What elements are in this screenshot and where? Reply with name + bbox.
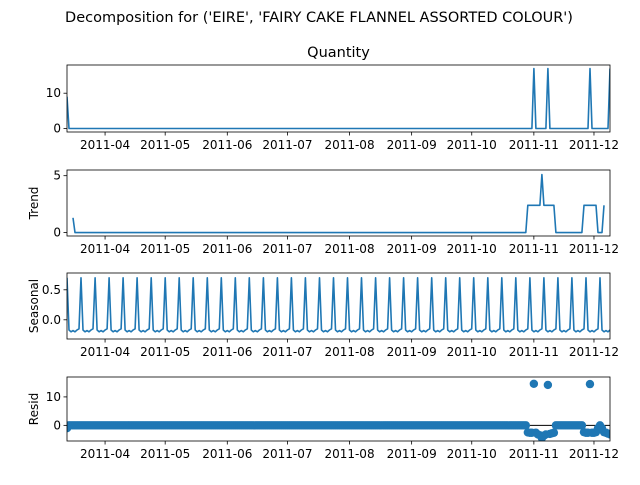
trend-xtick-label: 2011-11 (509, 242, 559, 256)
resid-xtick-label: 2011-07 (262, 447, 312, 461)
seasonal-ytick-label: 0.5 (42, 283, 61, 297)
trend-xtick-label: 2011-12 (569, 242, 619, 256)
resid-axes-frame (66, 376, 611, 442)
trend-xtick-label: 2011-09 (387, 242, 437, 256)
seasonal-xtick-label: 2011-05 (140, 345, 190, 359)
trend-xtick-label: 2011-08 (324, 242, 374, 256)
quantity-xtick-label: 2011-06 (202, 138, 252, 152)
quantity-series-line (67, 67, 610, 130)
trend-xtick-label: 2011-04 (80, 242, 130, 256)
resid-panel: Resid 0 10 2011-04 2011-05 2011-06 2011-07 2011… (27, 376, 619, 461)
trend-series-line (72, 173, 605, 234)
quantity-title: Quantity (307, 45, 370, 61)
quantity-panel: Quantity 0 10 2011-04 2011-05 2011-06 2011-07 2… (46, 45, 619, 152)
resid-point (585, 379, 595, 389)
panels-container: Quantity 0 10 2011-04 2011-05 2011-06 2011-07 2… (27, 45, 619, 461)
trend-xtick-label: 2011-06 (202, 242, 252, 256)
resid-ytick-label: 0 (53, 418, 61, 432)
seasonal-panel: Seasonal 0.0 0.5 2011-04 2011-05 2011-06 2011-… (27, 272, 619, 359)
quantity-xtick-label: 2011-11 (509, 138, 559, 152)
trend-panel: Trend 0 5 2011-04 2011-05 2011-06 2011-07 2011-… (27, 169, 619, 256)
resid-point (577, 421, 587, 430)
resid-xtick-label: 2011-08 (324, 447, 374, 461)
quantity-xtick-label: 2011-09 (387, 138, 437, 152)
seasonal-ylabel: Seasonal (27, 279, 41, 333)
quantity-xtick-label: 2011-12 (569, 138, 619, 152)
seasonal-xtick-label: 2011-09 (387, 345, 437, 359)
quantity-xtick-label: 2011-07 (262, 138, 312, 152)
resid-xtick-label: 2011-09 (387, 447, 437, 461)
resid-point (605, 430, 610, 439)
seasonal-xtick-label: 2011-08 (324, 345, 374, 359)
resid-xtick-label: 2011-04 (80, 447, 130, 461)
trend-xtick-label: 2011-07 (262, 242, 312, 256)
resid-xtick-label: 2011-05 (140, 447, 190, 461)
resid-xtick-label: 2011-10 (447, 447, 497, 461)
trend-axes-frame (66, 169, 611, 237)
figure-suptitle: Decomposition for ('EIRE', 'FAIRY CAKE F… (65, 10, 573, 26)
seasonal-axes-frame (66, 272, 611, 340)
trend-ylabel: Trend (27, 187, 41, 221)
seasonal-xtick-label: 2011-06 (202, 345, 252, 359)
seasonal-series-line (67, 276, 610, 333)
seasonal-xtick-label: 2011-11 (509, 345, 559, 359)
seasonal-xtick-label: 2011-12 (569, 345, 619, 359)
resid-point (521, 421, 531, 430)
trend-xtick-label: 2011-05 (140, 242, 190, 256)
quantity-xtick-label: 2011-04 (80, 138, 130, 152)
resid-xtick-label: 2011-11 (509, 447, 559, 461)
resid-point (529, 379, 539, 389)
resid-point (549, 428, 559, 437)
resid-xtick-label: 2011-12 (569, 447, 619, 461)
resid-point (543, 380, 553, 390)
resid-xtick-label: 2011-06 (202, 447, 252, 461)
seasonal-xtick-label: 2011-07 (262, 345, 312, 359)
trend-ytick-label: 0 (53, 226, 61, 240)
quantity-xtick-label: 2011-08 (324, 138, 374, 152)
quantity-ytick-label: 0 (53, 121, 61, 135)
quantity-xtick-label: 2011-10 (447, 138, 497, 152)
quantity-axes-frame (66, 64, 611, 133)
trend-ytick-label: 5 (53, 169, 61, 183)
seasonal-ytick-label: 0.0 (42, 313, 61, 327)
trend-xtick-label: 2011-10 (447, 242, 497, 256)
quantity-xtick-label: 2011-05 (140, 138, 190, 152)
seasonal-xtick-label: 2011-04 (80, 345, 130, 359)
resid-ylabel: Resid (27, 393, 41, 425)
quantity-ytick-label: 10 (46, 86, 61, 100)
seasonal-xtick-label: 2011-10 (447, 345, 497, 359)
resid-ytick-label: 10 (46, 390, 61, 404)
